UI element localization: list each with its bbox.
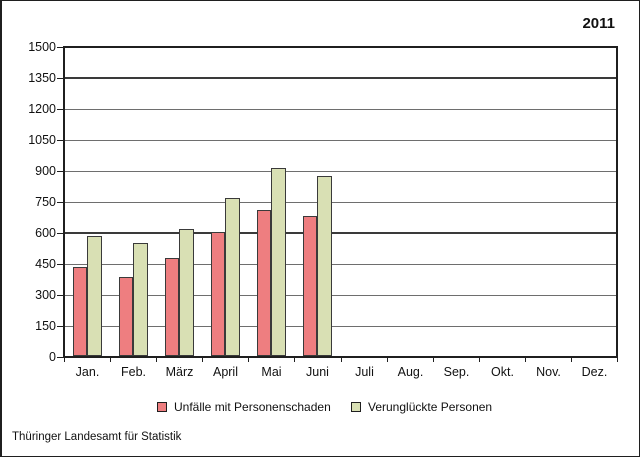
- x-axis-tick: [248, 358, 249, 362]
- y-gridline: [64, 140, 617, 141]
- bar-unfaelle-mit-personenschaden: [165, 258, 179, 356]
- x-axis-tick: [341, 358, 342, 362]
- y-axis-tick: [57, 171, 63, 172]
- x-axis-tick: [617, 358, 618, 362]
- y-axis-label: 1050: [28, 133, 56, 147]
- y-gridline: [64, 171, 617, 172]
- x-axis-tick: [433, 358, 434, 362]
- bar-unfaelle-mit-personenschaden: [257, 210, 271, 356]
- plot-frame-bottom: [64, 356, 617, 358]
- y-axis-tick: [57, 295, 63, 296]
- x-axis-tick: [156, 358, 157, 362]
- legend-label: Unfälle mit Personenschaden: [174, 400, 331, 414]
- x-axis-label: Juli: [355, 365, 374, 379]
- bar-verungluckte-personen: [133, 243, 148, 356]
- y-gridline: [64, 295, 617, 296]
- x-axis-label: Mai: [261, 365, 282, 379]
- y-axis-tick: [57, 78, 63, 79]
- legend-swatch-icon: [157, 402, 167, 412]
- y-axis-tick: [57, 233, 63, 234]
- x-axis-label: Feb.: [120, 365, 146, 379]
- y-axis-label: 750: [35, 195, 56, 209]
- bar-verungluckte-personen: [225, 198, 240, 356]
- y-axis-tick: [57, 140, 63, 141]
- bar-unfaelle-mit-personenschaden: [73, 267, 87, 356]
- y-axis-tick: [57, 47, 63, 48]
- chart-year-title: 2011: [582, 15, 615, 32]
- y-axis-label: 1350: [28, 71, 56, 85]
- legend-swatch-icon: [351, 402, 361, 412]
- x-axis-label: März: [165, 365, 194, 379]
- y-axis-label: 900: [35, 164, 56, 178]
- y-gridline: [64, 264, 617, 265]
- x-axis-tick: [110, 358, 111, 362]
- bar-verungluckte-personen: [179, 229, 194, 356]
- x-axis-label: Nov.: [536, 365, 561, 379]
- y-axis-label: 450: [35, 257, 56, 271]
- y-axis-label: 1500: [28, 40, 56, 54]
- y-gridline: [64, 202, 617, 203]
- bar-unfaelle-mit-personenschaden: [211, 232, 225, 356]
- y-axis-tick: [57, 264, 63, 265]
- x-axis-label: Dez.: [581, 365, 608, 379]
- x-axis-tick: [525, 358, 526, 362]
- x-axis-tick: [202, 358, 203, 362]
- bar-unfaelle-mit-personenschaden: [119, 277, 133, 356]
- y-axis-tick: [57, 109, 63, 110]
- plot-frame-right: [616, 46, 618, 358]
- y-axis-label: 600: [35, 226, 56, 240]
- y-axis-label: 1200: [28, 102, 56, 116]
- x-axis-tick: [479, 358, 480, 362]
- chart-legend: Unfälle mit Personenschaden Verunglückte …: [2, 399, 639, 415]
- bar-verungluckte-personen: [87, 236, 102, 356]
- y-axis-label: 0: [49, 350, 56, 364]
- legend-label: Verunglückte Personen: [368, 400, 493, 414]
- y-axis-label: 300: [35, 288, 56, 302]
- x-axis-tick: [571, 358, 572, 362]
- plot-frame-top: [64, 46, 617, 48]
- bar-verungluckte-personen: [317, 176, 332, 356]
- x-axis-tick: [387, 358, 388, 362]
- source-attribution: Thüringer Landesamt für Statistik: [12, 431, 182, 443]
- y-axis-line: [63, 46, 65, 358]
- bar-unfaelle-mit-personenschaden: [303, 216, 317, 356]
- y-axis-tick: [57, 326, 63, 327]
- x-axis-label: Jan.: [75, 365, 100, 379]
- x-axis-label: Sep.: [443, 365, 470, 379]
- y-axis-tick: [57, 357, 63, 358]
- x-axis-label: Juni: [306, 365, 329, 379]
- y-axis-tick: [57, 202, 63, 203]
- y-gridline: [64, 77, 617, 79]
- y-gridline: [64, 232, 617, 234]
- y-axis-label: 150: [35, 319, 56, 333]
- x-axis-tick: [294, 358, 295, 362]
- x-axis-label: Okt.: [491, 365, 514, 379]
- x-axis-label: Aug.: [397, 365, 424, 379]
- y-gridline: [64, 109, 617, 110]
- bar-verungluckte-personen: [271, 168, 286, 356]
- x-axis-tick: [64, 358, 65, 362]
- y-gridline: [64, 326, 617, 327]
- x-axis-label: April: [212, 365, 238, 379]
